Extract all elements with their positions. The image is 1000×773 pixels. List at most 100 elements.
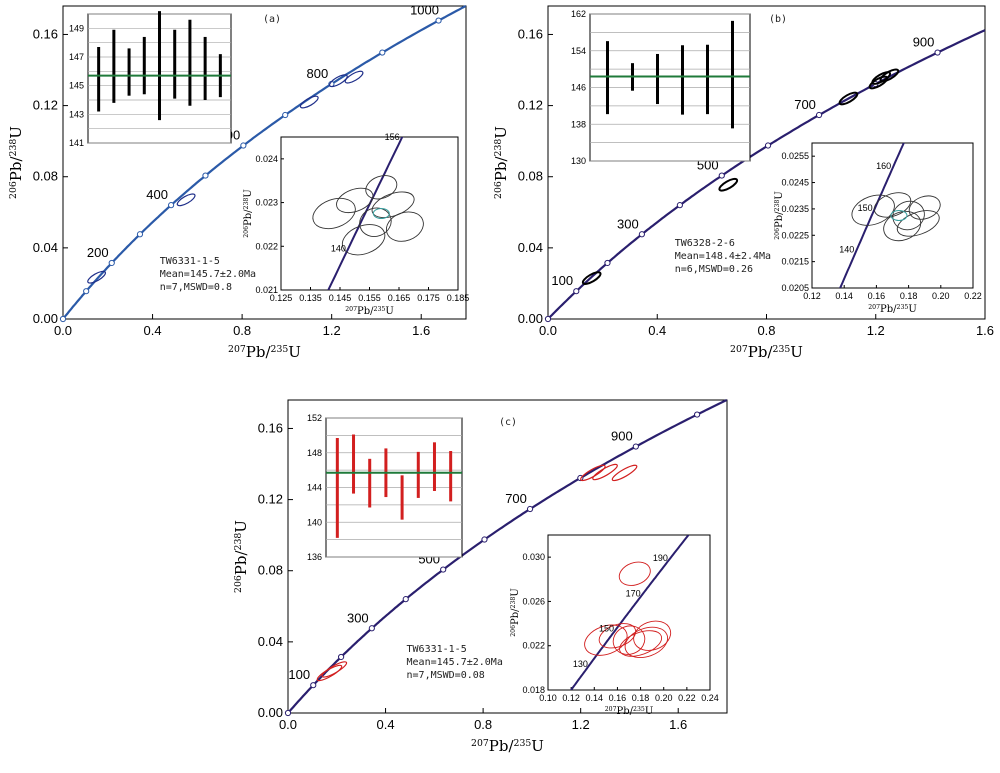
zoom-age-label: 140 xyxy=(331,243,346,253)
panel-label: (a) xyxy=(263,14,281,25)
inset-y-tick-label: 152 xyxy=(307,413,322,423)
panel-b: 0.0 0.4 0.8 1.2 1.6 0.00 0.04 0.08 0.12 0.16 207Pb… xyxy=(492,5,994,361)
age-marker xyxy=(167,202,175,209)
zoom-x-tick-label: 0.125 xyxy=(270,293,293,303)
x-tick-label: 1.2 xyxy=(323,323,341,338)
y-tick-label: 0.04 xyxy=(33,240,58,255)
zoom-plot-area xyxy=(312,137,424,290)
zoom-frame xyxy=(280,136,459,291)
x-tick-label: 0.8 xyxy=(474,717,492,732)
concordia-age-label: 700 xyxy=(794,97,816,112)
y-tick-label: 0.12 xyxy=(258,492,283,507)
zoom-age-label: 190 xyxy=(653,553,668,563)
zoom-ellipse xyxy=(584,624,628,656)
zoom-x-tick-label: 0.20 xyxy=(655,693,673,703)
concordia-age-label: 800 xyxy=(307,66,329,81)
concordia-curve xyxy=(62,5,467,320)
panel-label: (b) xyxy=(769,14,787,25)
zoom-inset: 0.10 0.12 0.14 0.16 0.18 0.20 0.22 0.24 0.018 0.0… xyxy=(510,534,719,717)
zoom-ellipse xyxy=(312,197,356,230)
zoom-y-tick-label: 0.023 xyxy=(255,198,278,208)
age-marker xyxy=(934,49,941,56)
age-marker xyxy=(764,142,772,149)
y-tick-label: 0.16 xyxy=(258,420,283,435)
zoom-ellipse xyxy=(873,192,912,218)
annotation-line: Mean=145.7±2.0Ma xyxy=(160,269,256,280)
zoom-x-tick-label: 0.135 xyxy=(299,293,322,303)
zoom-x-tick-label: 0.155 xyxy=(358,293,381,303)
zoom-x-tick-label: 0.16 xyxy=(609,693,627,703)
zoom-age-label: 170 xyxy=(626,588,641,598)
zoom-x-tick-label: 0.12 xyxy=(562,693,580,703)
inset-y-tick-label: 147 xyxy=(69,52,84,62)
y-axis-label: 206Pb/238U xyxy=(232,520,250,593)
panel-c: 0.0 0.4 0.8 1.2 1.6 0.00 0.04 0.08 0.12 0.16 207Pb… xyxy=(232,399,728,755)
age-marker xyxy=(282,111,289,119)
zoom-x-tick-label: 0.14 xyxy=(835,291,853,301)
inset-y-tick-label: 149 xyxy=(69,23,84,33)
y-tick-label: 0.00 xyxy=(258,705,283,720)
zoom-y-tick-label: 0.0225 xyxy=(781,230,809,240)
data-ellipse xyxy=(344,70,364,84)
y-tick-label: 0.04 xyxy=(518,240,543,255)
mean-ellipse xyxy=(372,208,390,219)
data-ellipse xyxy=(316,664,343,682)
concordia-curve xyxy=(287,399,728,714)
x-tick-label: 1.2 xyxy=(572,717,590,732)
age-marker xyxy=(284,709,292,717)
inset-y-tick-label: 143 xyxy=(69,109,84,119)
annotation-line: TW6328-2-6 xyxy=(675,238,735,249)
inset-y-tick-label: 140 xyxy=(307,517,322,527)
concordia-age-label: 900 xyxy=(611,429,633,444)
data-ellipse xyxy=(87,270,107,284)
x-tick-label: 0.0 xyxy=(539,323,557,338)
zoom-y-tick-label: 0.030 xyxy=(522,552,545,562)
zoom-ellipse xyxy=(336,187,374,214)
x-axis-label: 207Pb/235U xyxy=(730,343,803,361)
concordia-age-label: 100 xyxy=(551,273,573,288)
zoom-concordia xyxy=(569,535,690,690)
age-marker xyxy=(108,259,115,267)
mean-ellipse xyxy=(890,210,908,221)
zoom-y-tick-label: 0.021 xyxy=(255,285,278,295)
error-bar-inset: 136 140 144 148 152 xyxy=(307,413,463,562)
age-marker xyxy=(440,566,447,573)
data-ellipse xyxy=(838,91,859,106)
age-marker xyxy=(694,411,701,418)
age-marker xyxy=(718,172,725,179)
age-marker xyxy=(638,231,645,238)
zoom-y-axis-label: 206Pb/238U xyxy=(774,191,786,240)
zoom-inset: 0.125 0.135 0.145 0.155 0.165 0.175 0.185 0.021… xyxy=(243,132,470,317)
zoom-ellipse xyxy=(365,175,398,200)
zoom-y-tick-label: 0.026 xyxy=(522,596,545,606)
data-ellipse xyxy=(299,95,319,109)
zoom-age-label: 140 xyxy=(839,245,854,255)
zoom-x-tick-label: 0.20 xyxy=(932,291,950,301)
y-tick-label: 0.12 xyxy=(33,98,58,113)
y-tick-label: 0.12 xyxy=(518,98,543,113)
zoom-y-tick-label: 0.018 xyxy=(522,685,545,695)
inset-y-tick-label: 130 xyxy=(571,156,586,166)
data-ellipse xyxy=(328,74,348,88)
concordia-age-label: 300 xyxy=(347,610,369,625)
zoom-x-tick-label: 0.145 xyxy=(329,293,352,303)
zoom-y-tick-label: 0.024 xyxy=(255,154,278,164)
zoom-x-tick-label: 0.18 xyxy=(900,291,918,301)
y-axis-label: 206Pb/238U xyxy=(492,126,510,199)
age-marker xyxy=(604,259,611,267)
zoom-ellipse xyxy=(892,200,925,231)
x-tick-label: 1.2 xyxy=(867,323,885,338)
error-bar-inset: 130 138 146 154 162 xyxy=(571,9,751,166)
inset-y-tick-label: 146 xyxy=(571,83,586,93)
age-marker xyxy=(632,443,639,450)
data-ellipse xyxy=(176,193,196,207)
zoom-y-tick-label: 0.0255 xyxy=(781,151,809,161)
zoom-plot-area xyxy=(569,535,690,690)
inset-y-tick-label: 141 xyxy=(69,138,84,148)
zoom-x-tick-label: 0.14 xyxy=(586,693,604,703)
zoom-ellipse xyxy=(385,211,424,242)
annotation-line: Mean=145.7±2.0Ma xyxy=(407,657,503,668)
zoom-ellipse xyxy=(851,194,895,226)
data-ellipse xyxy=(581,271,602,285)
age-marker xyxy=(368,625,375,632)
